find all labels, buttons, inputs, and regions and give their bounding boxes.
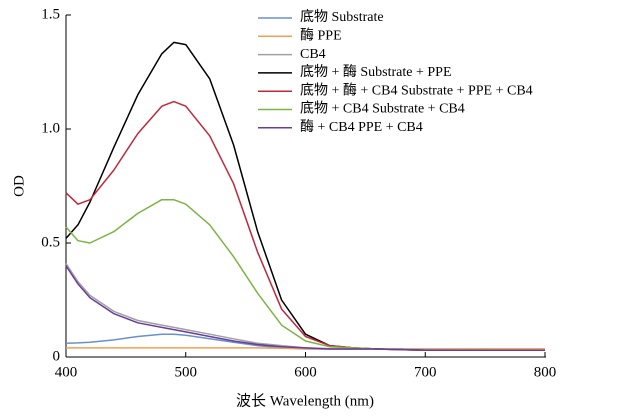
x-tick-label: 700 <box>414 364 437 380</box>
legend-label: 酶 PPE <box>300 28 342 44</box>
x-axis-label: 波长 Wavelength (nm) <box>236 392 374 409</box>
x-tick-label: 600 <box>294 364 317 380</box>
series-line <box>65 100 545 351</box>
y-tick-label: 1.5 <box>41 6 60 22</box>
legend-label: 酶 + CB4 PPE + CB4 <box>300 119 423 135</box>
legend-label: CB4 <box>300 47 326 62</box>
y-tick-label: 0 <box>53 348 61 364</box>
y-tick-label: 0.5 <box>41 234 60 250</box>
series-line <box>65 265 545 351</box>
legend-label: 底物 Substrate <box>300 9 384 25</box>
x-tick-label: 800 <box>534 364 557 380</box>
series-line <box>65 198 545 351</box>
legend-label: 底物 + CB4 Substrate + CB4 <box>300 101 465 117</box>
x-tick-label: 500 <box>175 364 198 380</box>
legend-label: 底物 + 酶 Substrate + PPE <box>300 64 452 80</box>
x-tick-label: 400 <box>55 364 78 380</box>
legend-label: 底物 + 酶 + CB4 Substrate + PPE + CB4 <box>300 82 533 98</box>
y-axis-label: OD <box>11 175 27 197</box>
y-tick-label: 1.0 <box>41 120 60 136</box>
